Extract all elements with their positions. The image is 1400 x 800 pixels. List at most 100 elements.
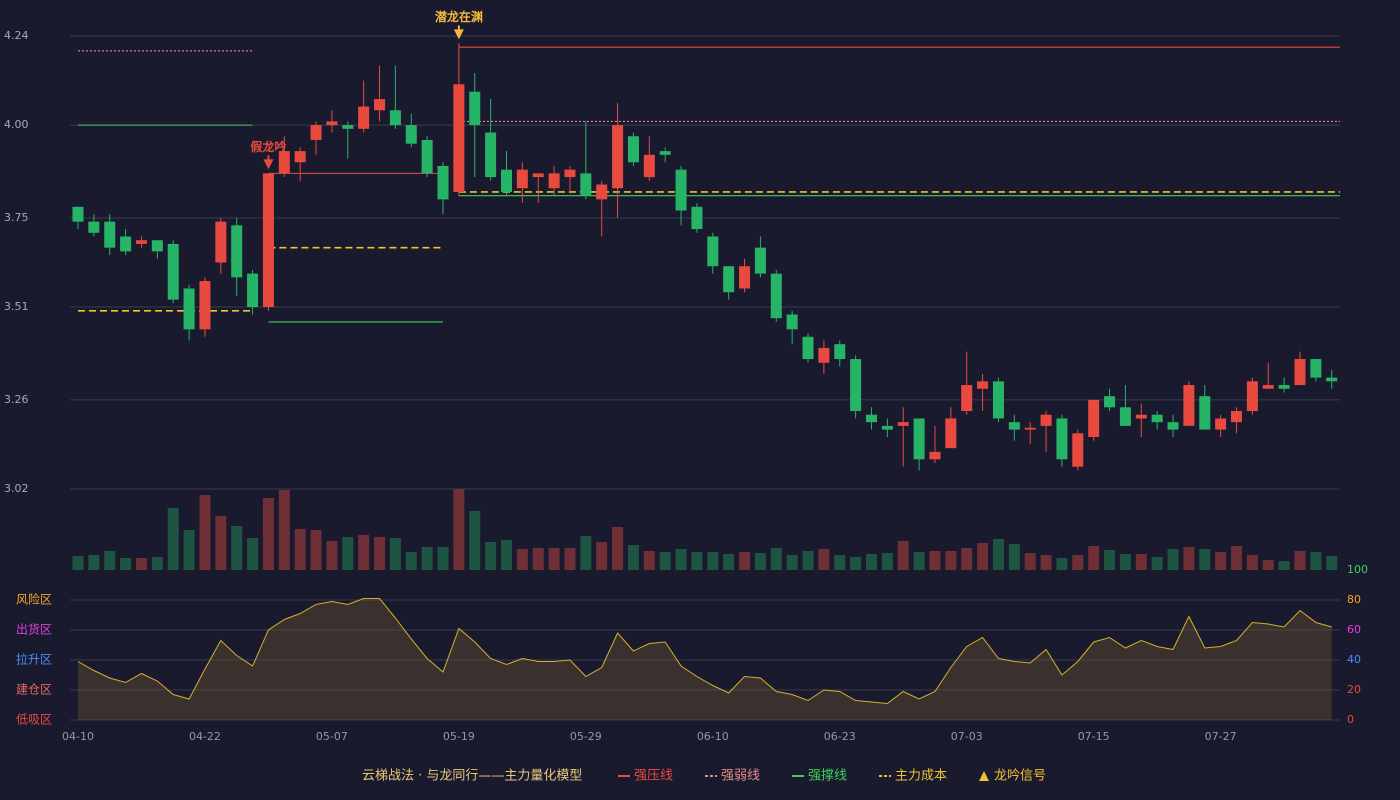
volume-bar (326, 541, 338, 570)
candle-body (723, 266, 735, 293)
candle-body (770, 273, 782, 319)
zone-label: 风险区 (16, 592, 52, 607)
y-tick-label: 3.26 (4, 393, 29, 406)
volume-bar (1246, 555, 1258, 570)
volume-bar (1326, 556, 1338, 570)
volume-bar (215, 516, 227, 570)
osc-tick-label: 0 (1347, 713, 1354, 726)
x-tick-label: 05-29 (570, 730, 602, 743)
volume-bar (1135, 554, 1147, 570)
candle-body (929, 451, 941, 460)
candle-body (120, 236, 132, 252)
legend-label: 主力成本 (895, 769, 947, 784)
candle-body (1040, 414, 1052, 426)
candle-body (104, 221, 116, 248)
candle-body (627, 136, 639, 163)
volume-bar (786, 555, 798, 570)
volume-bar (770, 548, 782, 570)
volume-bar (1278, 561, 1290, 570)
volume-bar (278, 490, 290, 570)
y-tick-label: 3.51 (4, 300, 29, 313)
candle-body (516, 169, 528, 189)
x-tick-label: 06-10 (697, 730, 729, 743)
volume-bar (897, 541, 909, 570)
x-tick-label: 05-07 (316, 730, 348, 743)
candle-body (643, 154, 655, 178)
volume-bar (580, 536, 592, 570)
candle-body (262, 173, 274, 308)
volume-bar (627, 545, 639, 570)
candle-body (1326, 377, 1338, 382)
zone-label: 出货区 (16, 622, 52, 637)
candle-body (485, 132, 497, 178)
candle-body (580, 173, 592, 196)
candle-body (167, 243, 179, 300)
candle-body (754, 247, 766, 274)
candle-body (151, 240, 163, 252)
legend-label: 强撑线 (808, 769, 847, 784)
candle-body (310, 125, 322, 140)
volume-bar (818, 549, 830, 570)
candle-body (294, 151, 306, 163)
volume-bar (1104, 550, 1116, 570)
candle-body (1072, 433, 1084, 467)
volume-bar (88, 555, 100, 570)
candle-body (881, 425, 893, 430)
osc-tick-label: 40 (1347, 653, 1361, 666)
candle-body (500, 169, 512, 192)
candle-body (342, 125, 354, 129)
volume-bar (1199, 549, 1211, 570)
volume-bar (945, 551, 957, 570)
candle-body (913, 418, 925, 460)
candle-body (548, 173, 560, 189)
volume-bar (469, 511, 481, 570)
candle-body (802, 336, 814, 360)
candle-body (691, 206, 703, 230)
legend-label: 强压线 (634, 769, 673, 784)
candle-body (437, 165, 449, 200)
candle-body (469, 91, 481, 126)
osc-tick-label: 80 (1347, 593, 1361, 606)
volume-bar (1310, 552, 1322, 570)
volume-bar (1024, 553, 1036, 570)
candle-body (135, 240, 147, 244)
volume-bar (881, 553, 893, 570)
candle-body (1183, 385, 1195, 426)
candle-body (1199, 396, 1211, 430)
volume-bar (834, 555, 846, 570)
candle-body (453, 84, 465, 192)
candle-body (215, 221, 227, 263)
candle-body (1246, 381, 1258, 412)
volume-bar (405, 552, 417, 570)
legend-label: 强弱线 (721, 769, 760, 784)
volume-bar (739, 552, 751, 570)
volume-bar (500, 540, 512, 570)
candle-body (897, 422, 909, 426)
volume-bar (1231, 546, 1243, 570)
volume-bar (707, 552, 719, 570)
signal-arrow (263, 159, 274, 170)
volume-bar (199, 495, 211, 570)
volume-bar (532, 548, 544, 570)
volume-bar (992, 539, 1004, 570)
volume-bar (485, 542, 497, 570)
x-tick-label: 04-10 (62, 730, 94, 743)
osc-tick-label: 60 (1347, 623, 1361, 636)
volume-bar (1072, 555, 1084, 570)
candle-body (1056, 418, 1068, 460)
zone-label: 建仓区 (16, 683, 52, 697)
candle-body (1262, 385, 1274, 389)
volume-bar (104, 551, 116, 570)
y-tick-label: 4.00 (4, 118, 29, 131)
volume-bar (1167, 549, 1179, 570)
x-tick-label: 05-19 (443, 730, 475, 743)
volume-bar (643, 551, 655, 570)
candle-body (945, 418, 957, 449)
candle-body (659, 151, 671, 155)
volume-bar (151, 557, 163, 570)
candle-body (326, 121, 338, 126)
volume-bar (1262, 560, 1274, 570)
volume-bar (1040, 555, 1052, 570)
volume-bar (247, 538, 259, 570)
volume-bar (564, 548, 576, 570)
